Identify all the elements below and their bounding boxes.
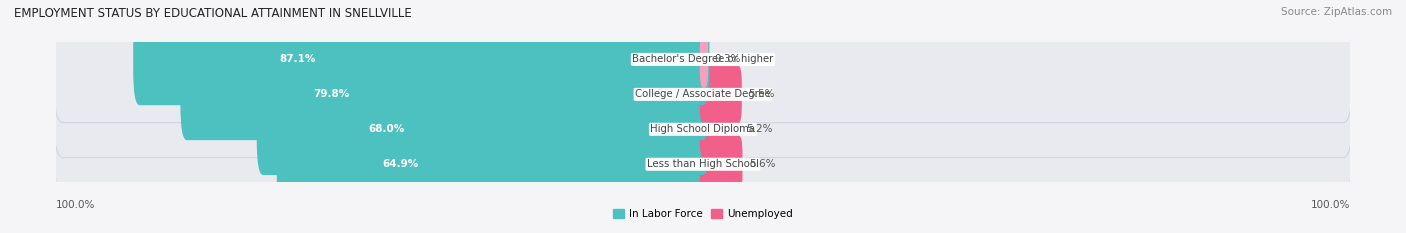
Text: 79.8%: 79.8% [314,89,350,99]
Legend: In Labor Force, Unemployed: In Labor Force, Unemployed [609,205,797,223]
Text: Less than High School: Less than High School [647,159,759,169]
Text: College / Associate Degree: College / Associate Degree [636,89,770,99]
FancyBboxPatch shape [53,101,1353,227]
FancyBboxPatch shape [134,14,710,105]
Text: 0.3%: 0.3% [714,55,741,64]
Text: EMPLOYMENT STATUS BY EDUCATIONAL ATTAINMENT IN SNELLVILLE: EMPLOYMENT STATUS BY EDUCATIONAL ATTAINM… [14,7,412,20]
Text: 100.0%: 100.0% [1310,200,1350,210]
FancyBboxPatch shape [53,66,1353,192]
Text: 87.1%: 87.1% [280,55,315,64]
FancyBboxPatch shape [257,83,710,175]
FancyBboxPatch shape [700,136,742,192]
Text: Bachelor's Degree or higher: Bachelor's Degree or higher [633,55,773,64]
FancyBboxPatch shape [700,101,740,158]
FancyBboxPatch shape [700,66,742,123]
Text: Source: ZipAtlas.com: Source: ZipAtlas.com [1281,7,1392,17]
Text: 5.2%: 5.2% [747,124,773,134]
Text: 5.6%: 5.6% [749,159,776,169]
FancyBboxPatch shape [53,0,1353,123]
Text: 100.0%: 100.0% [56,200,96,210]
Text: 64.9%: 64.9% [382,159,419,169]
FancyBboxPatch shape [53,31,1353,158]
FancyBboxPatch shape [180,48,710,140]
Text: 68.0%: 68.0% [368,124,405,134]
FancyBboxPatch shape [700,31,709,88]
Text: High School Diploma: High School Diploma [651,124,755,134]
FancyBboxPatch shape [277,118,710,210]
Text: 5.5%: 5.5% [748,89,775,99]
